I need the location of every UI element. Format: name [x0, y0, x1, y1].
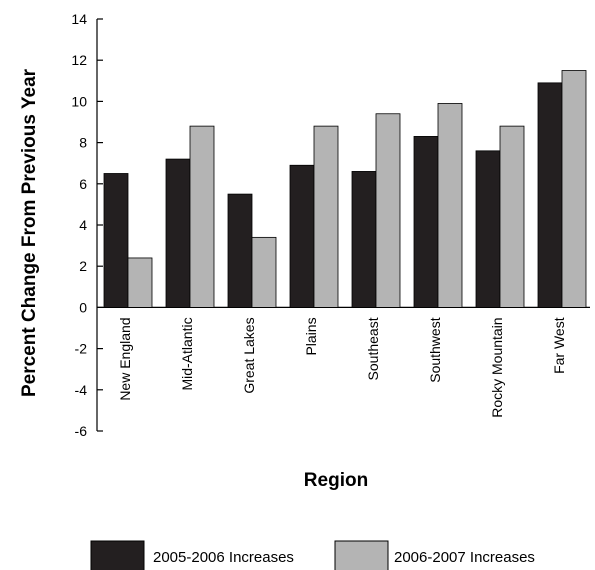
bar-great-lakes-series-2 — [251, 236, 277, 308]
bar-southwest-series-2 — [437, 103, 463, 308]
bar-rocky-mountain-series-2 — [499, 125, 525, 308]
bar-southeast-series-1 — [351, 171, 377, 308]
bar-great-lakes-series-1 — [227, 193, 253, 308]
y-tick-label: -4 — [75, 382, 88, 398]
category-label: New England — [117, 317, 133, 400]
legend-label-1: 2005-2006 Increases — [153, 549, 294, 566]
bar-southwest-series-1 — [413, 136, 439, 308]
bar-mid-atlantic-series-1 — [165, 158, 191, 308]
y-tick-label: -2 — [75, 341, 88, 357]
bars — [103, 70, 587, 308]
y-tick-label: -6 — [75, 423, 88, 439]
category-label: Southwest — [427, 317, 443, 382]
x-axis-title: Region — [304, 470, 368, 491]
bar-southeast-series-2 — [375, 113, 401, 308]
bar-mid-atlantic-series-2 — [189, 125, 215, 308]
category-label: Mid-Atlantic — [179, 317, 195, 390]
bar-far-west-series-2 — [561, 70, 587, 308]
bar-new-england-series-1 — [103, 173, 129, 308]
y-tick-label: 2 — [79, 258, 87, 274]
bar-rocky-mountain-series-1 — [475, 150, 501, 308]
bar-plains-series-1 — [289, 164, 315, 308]
bar-new-england-series-2 — [127, 257, 153, 308]
legend: 2005-2006 Increases 2006-2007 Increases — [90, 540, 535, 570]
category-label: Southeast — [365, 317, 381, 380]
category-label: Great Lakes — [241, 317, 257, 393]
y-tick-label: 10 — [71, 93, 87, 109]
y-tick-label: 4 — [79, 217, 87, 233]
category-labels: New England Mid-Atlantic Great Lakes Plains… — [117, 317, 567, 417]
category-label: Rocky Mountain — [489, 317, 505, 417]
bar-far-west-series-1 — [537, 82, 563, 308]
y-tick-label: 8 — [79, 135, 87, 151]
legend-swatch-1 — [90, 540, 145, 570]
y-tick-label: 14 — [71, 11, 87, 27]
category-label: Plains — [303, 317, 319, 355]
legend-label-2: 2006-2007 Increases — [394, 549, 535, 566]
y-axis-title: Percent Change From Previous Year — [19, 68, 40, 397]
category-label: Far West — [551, 317, 567, 374]
y-tick-label: 12 — [71, 52, 87, 68]
legend-swatch-2 — [334, 540, 389, 570]
y-tick-label: 6 — [79, 176, 87, 192]
y-tick-label: 0 — [79, 299, 87, 315]
bar-plains-series-2 — [313, 125, 339, 308]
